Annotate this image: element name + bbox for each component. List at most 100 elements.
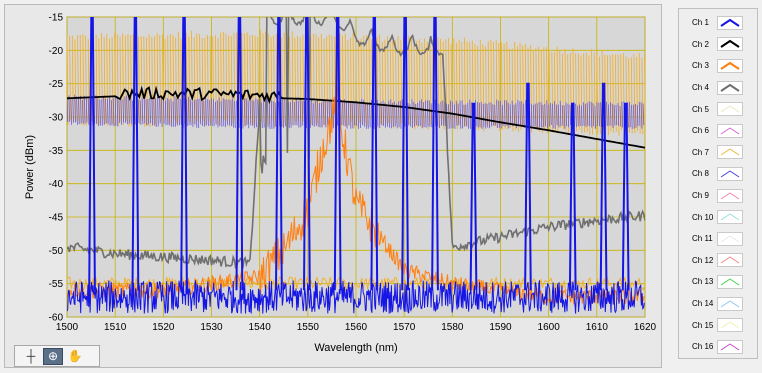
legend-swatch [717,274,743,289]
cursor-move-button[interactable]: ┼ [21,348,41,365]
legend-item-ch3[interactable]: Ch 3 [679,55,757,77]
legend-swatch [717,123,743,138]
x-tick-label: 1590 [489,322,512,333]
legend-item-ch9[interactable]: Ch 9 [679,185,757,207]
ch1-peak [275,17,283,291]
legend-swatch [717,188,743,203]
legend-swatch [717,166,743,181]
cursor-move-icon: ┼ [26,349,36,363]
legend-item-ch14[interactable]: Ch 14 [679,293,757,315]
ch1-peak [180,17,188,291]
legend-item-ch5[interactable]: Ch 5 [679,98,757,120]
legend-swatch [717,15,743,30]
plot-legend: Ch 1 Ch 2 Ch 3 Ch 4 Ch 5 Ch 6 Ch 7 Ch 8 Ch 9 Ch 1… [678,8,758,359]
y-tick-label: -45 [49,213,64,224]
ch1-peak [621,102,630,291]
ch1-peak [469,102,478,291]
y-tick-label: -25 [49,79,64,90]
legend-swatch [717,318,743,333]
legend-swatch [717,253,743,268]
legend-label: Ch 11 [692,234,713,244]
graph-panel: 1500 1510 1520 1530 1540 1550 1560 1570 1580 1590… [4,4,662,368]
pan-hand-icon: ✋ [67,349,83,363]
legend-label: Ch 7 [692,147,709,157]
y-tick-label: -15 [49,13,64,24]
legend-swatch [717,58,743,73]
ch1-peak [370,17,379,291]
legend-label: Ch 12 [692,255,714,265]
legend-swatch [717,296,743,311]
series-ch2 [67,85,645,149]
y-tick-label: -50 [49,246,64,257]
legend-item-ch6[interactable]: Ch 6 [679,120,757,142]
legend-label: Ch 9 [692,191,709,201]
series-layer [67,17,645,314]
legend-label: Ch 15 [692,320,714,330]
legend-item-ch1[interactable]: Ch 1 [679,12,757,34]
series-ch3 [67,85,645,305]
x-tick-label: 1620 [634,322,657,333]
ch1-peak [88,17,96,291]
ch1-peak [131,17,140,291]
series-ch1-floor [67,280,645,314]
zoom-button[interactable]: ⊕ [43,347,63,365]
legend-swatch [717,37,743,52]
y-tick-label: -60 [49,313,64,324]
legend-item-ch16[interactable]: Ch 16 [679,336,757,358]
x-tick-label: 1550 [297,322,320,333]
y-tick-label: -20 [49,46,64,57]
legend-label: Ch 8 [692,169,709,179]
legend-label: Ch 10 [692,212,714,222]
legend-item-ch2[interactable]: Ch 2 [679,34,757,56]
y-tick-label: -30 [49,113,64,124]
y-tick-label: -35 [49,146,64,157]
legend-swatch [717,102,743,117]
x-tick-label: 1530 [200,322,223,333]
x-tick-label: 1560 [345,322,368,333]
legend-item-ch11[interactable]: Ch 11 [679,228,757,250]
y-tick-label: -40 [49,179,64,190]
legend-item-ch15[interactable]: Ch 15 [679,314,757,336]
ch1-peak [568,102,577,291]
ch1-peak [235,17,244,291]
legend-label: Ch 5 [692,104,709,114]
legend-label: Ch 3 [692,61,709,71]
legend-label: Ch 4 [692,83,709,93]
series-ch4 [67,17,645,270]
legend-item-ch10[interactable]: Ch 10 [679,206,757,228]
legend-swatch [717,231,743,246]
x-tick-label: 1510 [104,322,127,333]
legend-label: Ch 14 [692,299,714,309]
legend-label: Ch 1 [692,18,709,28]
legend-item-ch13[interactable]: Ch 13 [679,271,757,293]
grid [66,16,646,318]
legend-item-ch12[interactable]: Ch 12 [679,250,757,272]
x-tick-label: 1600 [538,322,561,333]
x-tick-label: 1610 [586,322,609,333]
waveform-graph[interactable]: 1500 1510 1520 1530 1540 1550 1560 1570 1580 1590… [5,5,663,369]
x-tick-label: 1580 [441,322,464,333]
graph-palette: ┼ ⊕ ✋ [14,345,100,367]
x-tick-label: 1520 [152,322,175,333]
zoom-icon: ⊕ [47,349,59,363]
ch1-peak [303,17,311,291]
legend-swatch [717,210,743,225]
ch1-peak [333,17,342,291]
legend-swatch [717,145,743,160]
y-tick-label: -55 [49,279,64,290]
ch1-peak [431,17,439,291]
legend-label: Ch 6 [692,126,709,136]
tick-labels: 1500 1510 1520 1530 1540 1550 1560 1570 1580 1590… [49,13,657,334]
x-tick-label: 1570 [393,322,416,333]
series-ch7 [67,29,645,136]
ch1-peak [599,82,608,291]
legend-swatch [717,339,743,354]
legend-item-ch7[interactable]: Ch 7 [679,142,757,164]
legend-item-ch8[interactable]: Ch 8 [679,163,757,185]
legend-label: Ch 13 [692,277,714,287]
legend-item-ch4[interactable]: Ch 4 [679,77,757,99]
x-tick-label: 1500 [56,322,79,333]
legend-label: Ch 16 [692,342,714,352]
pan-hand-button[interactable]: ✋ [65,348,85,365]
x-tick-label: 1540 [249,322,272,333]
